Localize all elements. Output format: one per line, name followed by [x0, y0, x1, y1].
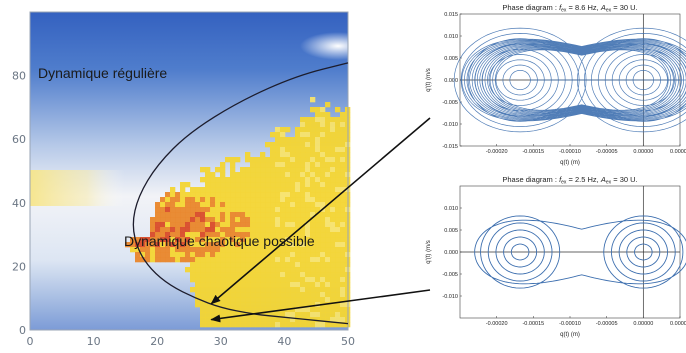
- phase-xtick-label: -0.00005: [596, 321, 618, 327]
- heatmap-xtick-label: 30: [214, 335, 228, 348]
- heatmap-xtick-label: 50: [341, 335, 355, 348]
- phase-ytick-label: -0.005: [442, 100, 458, 106]
- heatmap-xtick-label: 10: [87, 335, 101, 348]
- phase-ytick-label: -0.005: [442, 272, 458, 278]
- phase1-title: Phase diagram : fex = 8.6 Hz, Aex = 30 U…: [502, 3, 637, 14]
- phase-xtick-label: -0.00005: [596, 149, 618, 155]
- heatmap-xtick-label: 20: [150, 335, 164, 348]
- chaotic-region: [125, 97, 351, 328]
- heatmap-ytick-label: 60: [12, 133, 26, 146]
- heatmap-ytick-label: 40: [12, 197, 26, 210]
- phase2-title: Phase diagram : fex = 2.5 Hz, Aex = 30 U…: [502, 175, 637, 186]
- phase-ytick-label: -0.010: [442, 122, 458, 128]
- chaotic-dynamics-label: Dynamique chaotique possible: [124, 233, 315, 249]
- phase-xtick-label: -0.00020: [486, 149, 508, 155]
- heatmap-xtick-label: 40: [277, 335, 291, 348]
- phase1-xlabel: q(t) (m): [560, 160, 580, 166]
- phase-ytick-label: 0.005: [444, 228, 458, 234]
- phase-ytick-label: 0.010: [444, 34, 458, 40]
- heatmap-frame: [29, 11, 349, 331]
- phase-ytick-label: 0.010: [444, 206, 458, 212]
- phase-diagram-chaotic: Phase diagram : fex = 8.6 Hz, Aex = 30 U…: [426, 3, 686, 166]
- phase-xtick-label: 0.00000: [633, 149, 653, 155]
- phase1-trajectory: [453, 27, 686, 133]
- phase-ytick-label: 0.000: [444, 250, 458, 256]
- phase-ytick-label: 0.000: [444, 78, 458, 84]
- phase-xtick-label: 0.00005: [670, 149, 686, 155]
- regular-dynamics-label: Dynamique régulière: [38, 65, 167, 81]
- phase2-xlabel: q(t) (m): [560, 332, 580, 338]
- phase2-ylabel: q'(t) (m/s: [426, 240, 432, 263]
- phase-ytick-label: 0.005: [444, 56, 458, 62]
- heatmap-ytick-label: 0: [19, 324, 26, 337]
- heatmap-xtick-label: 0: [27, 335, 34, 348]
- arrow-to-chaotic-portrait: [210, 117, 431, 305]
- phase-ytick-label: 0.015: [444, 12, 458, 18]
- upper-right-white-region: [300, 32, 376, 60]
- phase2-trajectory: [474, 215, 686, 289]
- phase-xtick-label: 0.00000: [633, 321, 653, 327]
- phase-xtick-label: -0.00010: [559, 321, 581, 327]
- phase-ytick-label: -0.010: [442, 294, 458, 300]
- phase-diagram-regular: Phase diagram : fex = 2.5 Hz, Aex = 30 U…: [426, 175, 686, 338]
- arrow-to-regular-portrait: [210, 289, 431, 323]
- phase-xtick-label: -0.00020: [486, 321, 508, 327]
- heatmap-ytick-label: 20: [12, 260, 26, 273]
- heatmap-axes: 0 20 40 60 80 0 10 20 30 40 50: [12, 11, 355, 348]
- phase-xtick-label: -0.00015: [522, 149, 544, 155]
- phase-xtick-label: -0.00015: [522, 321, 544, 327]
- left-yellow-band: [30, 170, 125, 206]
- phase1-ylabel: q'(t) (m/s: [426, 68, 432, 91]
- phase-xtick-label: -0.00010: [559, 149, 581, 155]
- phase-ytick-label: -0.015: [442, 144, 458, 150]
- stability-heatmap: [30, 12, 376, 330]
- heatmap-ytick-label: 80: [12, 70, 26, 83]
- phase-xtick-label: 0.00005: [670, 321, 686, 327]
